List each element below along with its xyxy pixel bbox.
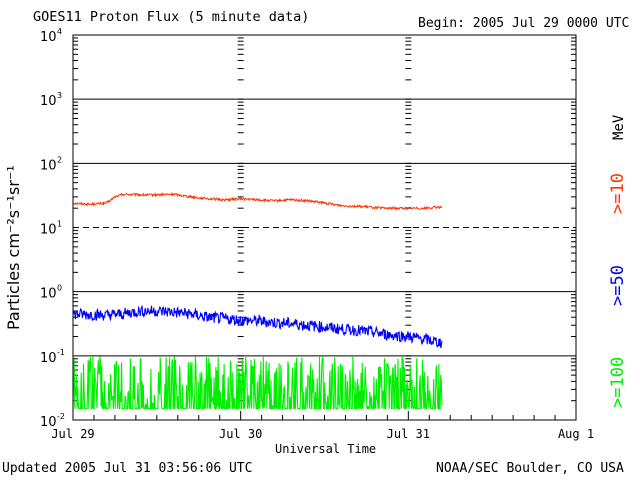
updated-timestamp: Updated 2005 Jul 31 03:56:06 UTC — [2, 461, 253, 476]
y-tick-exponent: -2 — [57, 412, 65, 421]
y-tick-exponent: -1 — [57, 348, 65, 357]
y-tick-base: 10 — [40, 158, 57, 173]
x-tick-label: Aug 1 — [558, 427, 594, 441]
x-tick-labels: Jul 29 Jul 30 Jul 31 Aug 1 — [51, 427, 594, 441]
energy-unit-label: MeV — [611, 114, 627, 140]
y-tick-label: 10 0 — [40, 284, 62, 302]
y-tick-label: 10 -1 — [40, 348, 65, 366]
chart-title: GOES11 Proton Flux (5 minute data) — [33, 9, 310, 25]
y-tick-base: 10 — [40, 351, 57, 366]
legend-series-10mev: >=10 — [608, 173, 628, 214]
y-tick-base: 10 — [40, 94, 57, 109]
y-tick-label: 10 -2 — [40, 412, 65, 430]
y-tick-base: 10 — [40, 30, 57, 45]
y-tick-label: 10 4 — [40, 27, 62, 45]
y-tick-base: 10 — [40, 223, 57, 238]
x-tick-label: Jul 29 — [51, 427, 94, 441]
y-tick-exponent: 1 — [57, 220, 62, 229]
series-layer — [72, 191, 443, 411]
x-tick-label: Jul 30 — [219, 427, 262, 441]
series-line-0 — [72, 191, 443, 211]
y-tick-label: 10 3 — [40, 91, 62, 109]
x-axis-label: Universal Time — [275, 442, 377, 456]
y-tick-label: 10 2 — [40, 155, 62, 173]
y-tick-label: 10 1 — [40, 220, 62, 238]
legend-series-100mev: >=100 — [608, 356, 628, 408]
begin-label: Begin: 2005 Jul 29 0000 UTC — [418, 16, 630, 31]
plot-frame — [72, 34, 577, 421]
y-axis-label: Particles cm⁻²s⁻¹sr⁻¹ — [4, 165, 23, 330]
y-tick-base: 10 — [40, 415, 57, 430]
series-line-2 — [72, 355, 443, 411]
y-tick-base: 10 — [40, 287, 57, 302]
x-tick-label: Jul 31 — [387, 427, 430, 441]
y-tick-exponent: 0 — [57, 284, 62, 293]
series-line-1 — [72, 305, 443, 349]
y-tick-exponent: 4 — [57, 27, 62, 36]
plot-grid — [72, 37, 577, 421]
credit-label: NOAA/SEC Boulder, CO USA — [436, 461, 624, 476]
legend-series-50mev: >=50 — [608, 265, 628, 306]
y-tick-exponent: 3 — [57, 91, 62, 100]
y-tick-exponent: 2 — [57, 155, 62, 164]
